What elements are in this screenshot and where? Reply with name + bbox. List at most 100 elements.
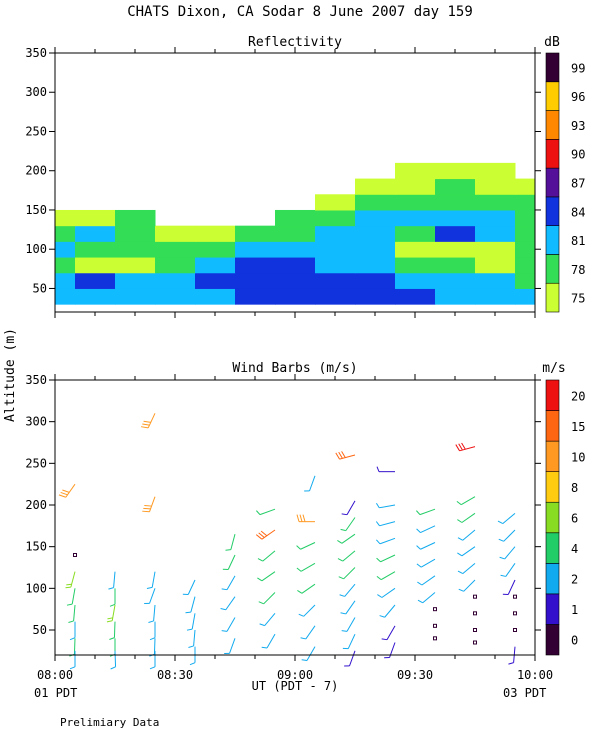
- reflectivity-colorbar-swatch: [545, 139, 560, 169]
- wind-barb-calm: [433, 623, 437, 628]
- wind-barb: [417, 575, 436, 586]
- wind-barb: [110, 650, 117, 670]
- wind-x-tick-label: 09:00: [277, 668, 313, 682]
- wind-colorbar-swatch: [545, 501, 560, 534]
- wind-barb-feather: [376, 539, 381, 545]
- reflectivity-cell: [275, 225, 316, 242]
- wind-colorbar-swatch: [545, 563, 560, 595]
- wind-barb: [344, 650, 356, 667]
- wind-barb-shaft: [461, 546, 476, 557]
- wind-barb-feather: [341, 513, 348, 516]
- wind-barb-feather: [149, 637, 156, 641]
- wind-barb-shaft: [113, 621, 116, 638]
- reflectivity-cell: [75, 225, 116, 242]
- wind-barb-shaft: [379, 537, 396, 545]
- reflectivity-cell: [395, 209, 436, 227]
- wind-barb-feather: [110, 666, 116, 670]
- wind-barb: [297, 583, 316, 594]
- wind-barb-feather: [257, 577, 263, 582]
- reflectivity-cell: [315, 225, 356, 242]
- wind-barb-feather: [256, 510, 261, 515]
- wind-colorbar-swatch: [545, 471, 560, 503]
- reflectivity-colorbar: 75 78 81 84 87 90 93 96 99: [545, 52, 585, 313]
- wind-barb: [416, 508, 436, 516]
- reflectivity-cell: [355, 178, 396, 195]
- wind-barb-feather: [258, 601, 264, 605]
- wind-barb: [69, 621, 76, 641]
- wind-barb: [188, 629, 196, 648]
- wind-barb-feather: [109, 603, 116, 607]
- wind-barb: [375, 521, 396, 527]
- wind-y-tick-label: 100: [25, 581, 47, 595]
- wind-barb-feather: [62, 489, 70, 493]
- wind-barb-shaft: [420, 542, 436, 550]
- wind-barb-shaft: [421, 575, 436, 586]
- wind-barb-shaft: [503, 529, 516, 542]
- wind-barb-feather: [221, 630, 228, 632]
- wind-colorbar-label: 2: [571, 573, 578, 587]
- wind-barb: [301, 646, 316, 662]
- reflectivity-cell: [395, 272, 436, 289]
- wind-colorbar-swatch: [545, 532, 560, 564]
- wind-barb-feather: [508, 662, 514, 665]
- wind-barb-shaft: [191, 613, 196, 630]
- wind-barb-feather: [69, 637, 76, 641]
- reflectivity-colorbar-swatch: [545, 196, 560, 226]
- wind-barb-feather: [341, 630, 348, 632]
- wind-barb-feather: [261, 646, 268, 649]
- reflectivity-colorbar-label: 93: [571, 119, 585, 133]
- reflectivity-cell: [395, 178, 436, 195]
- reflectivity-cell: [55, 241, 76, 258]
- wind-barb-feather: [376, 466, 380, 472]
- wind-barb: [258, 592, 276, 605]
- wind-barb-feather: [456, 500, 462, 506]
- wind-barb-shaft: [386, 625, 396, 640]
- wind-barb-shaft: [419, 508, 436, 516]
- wind-x-tick-label: 09:30: [397, 668, 433, 682]
- wind-barb: [416, 542, 436, 550]
- wind-barb-feather: [108, 587, 114, 590]
- wind-barb-shaft: [384, 604, 396, 618]
- reflectivity-cell: [355, 257, 396, 274]
- wind-barb-shaft: [227, 554, 236, 570]
- wind-barb-feather: [148, 620, 154, 623]
- reflectivity-cell: [395, 288, 436, 305]
- wind-barb: [342, 633, 356, 650]
- wind-barb-feather: [416, 510, 421, 515]
- wind-barb-feather: [107, 617, 113, 620]
- wind-barb-shaft: [381, 587, 396, 598]
- reflectivity-cell: [435, 162, 476, 180]
- reflectivity-cell: [75, 241, 116, 258]
- wind-barb: [304, 475, 316, 492]
- reflectivity-cell: [435, 288, 476, 305]
- wind-barb: [339, 583, 356, 597]
- wind-colorbar-label: 0: [571, 634, 578, 648]
- wind-barb: [376, 537, 396, 545]
- wind-barb-shaft: [114, 650, 117, 667]
- wind-barb-calm: [473, 628, 477, 632]
- wind-barb-feather: [66, 603, 73, 606]
- reflectivity-cell: [515, 178, 536, 195]
- wind-barb: [375, 502, 396, 509]
- wind-barb-feather: [381, 638, 388, 641]
- wind-barb-shaft: [303, 604, 316, 617]
- wind-barb: [144, 588, 156, 605]
- reflectivity-cell: [315, 272, 356, 289]
- reflectivity-cell: [115, 257, 156, 274]
- wind-barb-shaft: [301, 583, 316, 594]
- reflectivity-cell: [435, 241, 476, 258]
- wind-barb: [335, 451, 356, 460]
- reflectivity-cell: [315, 288, 356, 305]
- wind-barb-feather: [258, 532, 265, 538]
- reflectivity-cell: [435, 194, 476, 211]
- wind-barb-feather: [140, 426, 149, 429]
- wind-barb: [257, 571, 276, 582]
- reflectivity-cell: [75, 209, 116, 227]
- wind-barb-feather: [498, 538, 504, 542]
- wind-barb-shaft: [149, 496, 156, 512]
- wind-y-tick-label: 350: [25, 373, 47, 387]
- preliminary-note: Prelimiary Data: [60, 716, 159, 729]
- reflectivity-cell: [355, 288, 396, 305]
- wind-barb-feather: [58, 494, 66, 498]
- reflectivity-cell: [435, 209, 476, 227]
